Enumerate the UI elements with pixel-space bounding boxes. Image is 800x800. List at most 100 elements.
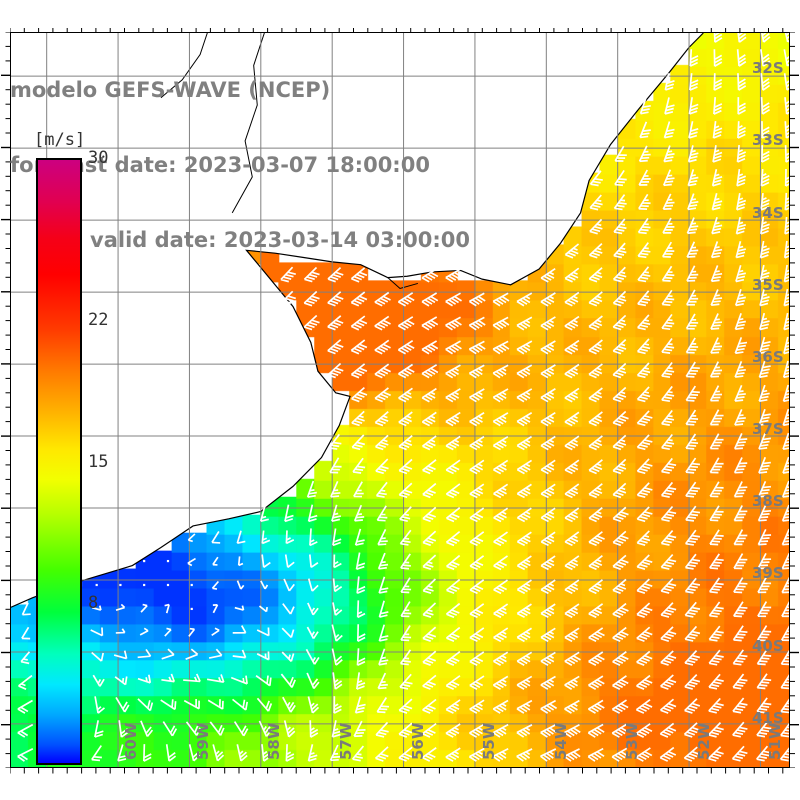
wind-barb [422,650,437,666]
wind-barb [588,603,604,619]
wind-barb [309,528,318,547]
wind-barb [469,459,485,475]
wind-barb [91,651,104,662]
wind-barb [638,193,651,210]
wind-barb [284,504,294,523]
wind-barb [710,289,723,307]
wind-barb [732,625,748,642]
wind-barb [516,483,532,499]
wind-barb [183,673,201,683]
wind-barb [756,625,772,642]
wind-barb [712,145,723,163]
wind-barb [350,315,368,331]
wind-barb [330,480,341,498]
wind-barb [143,744,152,762]
wind-barb [211,580,220,590]
wind-barb [710,313,723,330]
wind-barb [329,457,342,474]
wind-barb [713,73,723,91]
wind-barb [636,626,653,643]
wind-barb [21,602,31,616]
wind-barb [516,603,532,619]
wind-barb [732,673,748,690]
wind-barb [445,483,461,499]
wind-barb [516,651,533,667]
wind-barb [540,699,558,714]
wind-barb [636,410,653,427]
wind-barb [140,720,154,738]
wind-barb [398,387,413,403]
wind-barb [354,696,366,714]
wind-barb [356,624,366,642]
wind-barb [758,456,771,474]
wind-barb [492,292,510,307]
wind-barb [588,579,603,595]
wind-barb-calm [166,559,170,563]
wind-barb [659,722,677,738]
wind-barb [351,434,365,451]
wind-barb [187,557,196,567]
wind-barb [540,316,556,331]
wind-barb [540,651,556,667]
wind-barb [756,649,772,666]
river-path [231,33,265,214]
wind-barb [376,697,390,714]
wind-barb [660,505,677,522]
wind-barb [708,649,724,666]
wind-barb [115,696,130,713]
wind-barb [758,432,771,450]
wind-barb [329,744,341,762]
wind-barb [757,504,772,522]
wind-barb [469,507,485,523]
wind-barb [421,747,437,762]
wind-barb [350,363,368,379]
wind-barb [661,433,675,451]
wind-barb [327,291,344,307]
wind-barb [779,747,789,762]
wind-barb [280,266,296,283]
wind-barb [283,578,295,592]
wind-barb [446,578,461,595]
wind-barb [758,360,771,379]
wind-barb [374,387,391,403]
wind-barb [784,192,789,211]
wind-barb [661,385,675,403]
wind-barb [611,723,629,738]
wind-barb [612,314,627,331]
colorbar-unit-label: [m/s] [34,130,86,150]
wind-barb [400,625,412,642]
wind-barb [516,675,533,690]
wind-barb [446,554,461,571]
wind-barb [261,554,271,569]
wind-barb [588,627,605,643]
wind-barb [780,674,789,690]
wind-barb [759,240,770,259]
wind-barb [588,459,603,475]
wind-barb [708,673,724,690]
wind-barb [661,361,675,379]
wind-barb [398,435,413,451]
wind-barb [636,530,651,547]
wind-barb [378,624,389,642]
wind-barb [353,481,364,498]
wind-barb [445,626,461,643]
wind-barb [784,33,789,43]
wind-barb [636,674,653,690]
wind-barb [422,698,437,714]
wind-barb [688,97,699,115]
wind-barb [20,651,31,665]
wind-barb [492,747,509,762]
wind-barb [445,699,461,714]
wind-barb [612,651,629,667]
wind-barb [445,388,461,403]
wind-barb [784,121,789,139]
wind-barb [588,411,603,427]
wind-barb [285,530,295,545]
wind-barb [639,121,651,139]
wind-barb [564,675,580,690]
wind-barb [735,265,746,283]
wind-barb [684,674,701,690]
wind-barb [378,600,389,618]
wind-barb [258,720,273,737]
wind-barb [734,409,746,426]
